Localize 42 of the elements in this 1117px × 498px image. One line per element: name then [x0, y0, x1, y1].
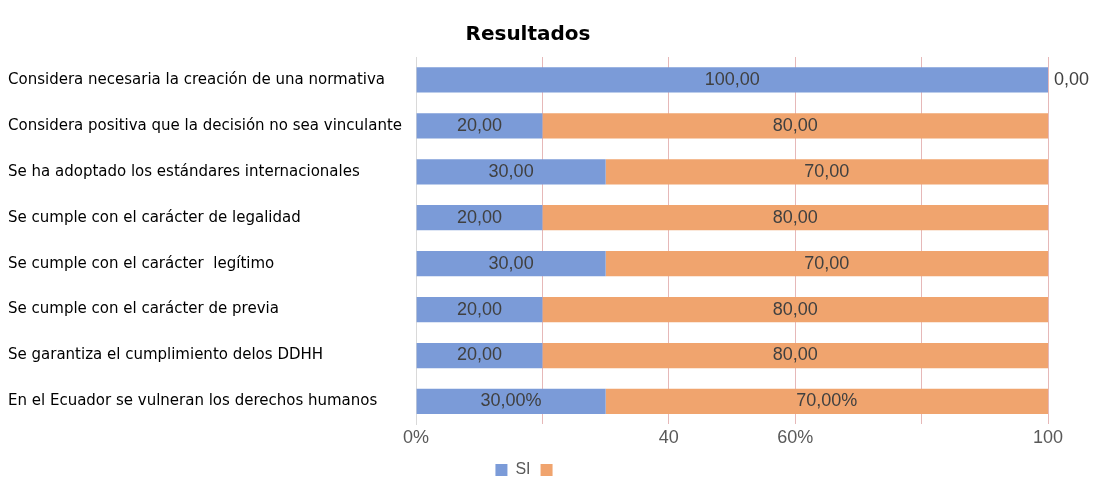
data-label: 80,00	[772, 344, 818, 365]
data-label: 20,00	[456, 114, 503, 135]
data-label: 70,00	[804, 160, 850, 181]
y-tick-label: Se cumple con el carácter de previa	[8, 299, 279, 318]
y-tick-label: En el Ecuador se vulneran los derechos humanos	[8, 391, 378, 410]
bar	[542, 296, 1048, 323]
bar	[416, 159, 606, 185]
bar	[605, 251, 1048, 277]
data-label: 30,00	[488, 160, 534, 181]
data-label: 70,00%	[796, 390, 858, 411]
data-label: 20,00	[456, 344, 503, 365]
bar	[542, 113, 1048, 139]
data-label: 100,00	[704, 68, 760, 89]
data-label: 30,00%	[480, 390, 542, 411]
bar	[605, 159, 1048, 185]
data-label: 80,00	[772, 114, 818, 135]
data-label: 70,00	[804, 252, 850, 273]
x-tick-label: 60%	[777, 427, 814, 448]
data-label: 80,00	[772, 298, 818, 319]
y-tick-label: Se cumple con el carácter legítimo	[8, 253, 275, 272]
bar	[542, 205, 1048, 231]
data-label: 20,00	[456, 206, 503, 227]
chart-title: Resultados	[465, 21, 591, 46]
y-tick-label: Se cumple con el carácter de legalidad	[8, 207, 301, 226]
y-tick-label: Se ha adoptado los estándares internacionales	[8, 161, 360, 180]
x-tick-label: 100	[1032, 427, 1064, 448]
bar	[416, 67, 1048, 93]
y-tick-label: Se garantiza el cumplimiento delos DDHH	[8, 345, 324, 364]
bar	[416, 388, 606, 415]
bar	[542, 342, 1048, 369]
legend-label: SI	[515, 460, 531, 478]
x-tick-label: 0%	[403, 427, 430, 448]
bar	[416, 113, 543, 139]
x-tick-label: 40	[658, 427, 679, 448]
bar	[416, 251, 606, 277]
y-tick-label: Considera positiva que la decisión no sea vinculante	[8, 115, 403, 134]
data-label: 0,00	[1054, 68, 1090, 89]
data-label: 30,00	[488, 252, 534, 273]
data-label: 20,00	[456, 298, 503, 319]
data-label: 80,00	[772, 206, 818, 227]
bar	[605, 388, 1048, 415]
y-tick-label: Considera necesaria la creación de una normativa	[8, 69, 386, 88]
